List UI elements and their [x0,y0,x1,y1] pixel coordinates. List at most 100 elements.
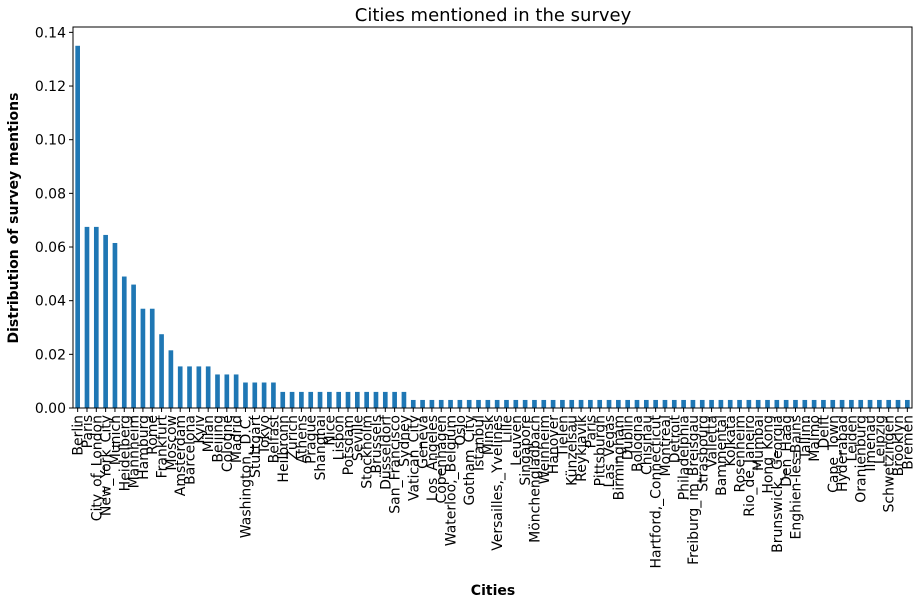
x-axis-label: Cities [471,583,515,599]
bar [513,399,519,408]
x-tick-label: Bologna [630,415,646,472]
y-tick-label: 0.14 [35,25,66,41]
x-tick-label: Philadelphia [677,415,693,500]
x-tick-label: Gotham_City [462,415,478,505]
x-tick-label: Milan [201,415,217,452]
bar [793,399,798,408]
bar [616,399,621,408]
x-tick-label: Mumbai [751,415,767,471]
bar [299,391,304,408]
bar [811,399,817,408]
bar [457,399,463,408]
x-tick-label: Singapore [518,415,534,486]
bar [327,391,332,408]
bar [905,399,910,408]
x-tick-label: Leipzig [872,415,888,464]
bar [690,399,696,408]
y-tick-label: 0.06 [35,240,66,256]
x-tick-label: Munich [108,415,124,465]
bar [709,399,714,408]
x-tick-label: Rosenheim [733,415,749,492]
bar [671,399,677,408]
x-tick-label: Versailles,_Yvelines [490,415,506,551]
bar [560,399,565,408]
x-tick-label: Strasbourg [695,415,711,492]
x-tick-label: Reykjavík [574,414,590,482]
bar [755,399,761,408]
x-tick-label: Leuven [509,415,525,466]
y-tick-label: 0.10 [35,133,66,149]
bar [895,399,901,408]
bar [699,399,705,408]
x-tick-label: Amsterdam [173,415,189,496]
x-tick-label: Cape_Town [826,415,842,493]
x-tick-label: Sydney [397,415,413,467]
x-tick-label: San_Francisco [388,415,404,514]
bar [401,391,407,408]
plot-frame [72,26,913,409]
bar [224,374,230,408]
bar [187,366,192,408]
x-tick-label: Mönchengladbach [527,415,543,543]
x-tick-label: Bremen [900,415,916,470]
x-tick-label: Tokyo [257,415,273,455]
x-tick-label: Freiburg_im_Breisgau [686,415,702,565]
x-tick-label: Los_Angeles [425,415,441,501]
bar [839,399,845,408]
x-tick-label: Lisbon [332,415,348,460]
x-tick-label: Seville [350,415,366,461]
bar [112,242,118,408]
x-tick-label: Moscow [164,415,180,471]
x-tick-label: Nice [322,415,338,446]
bar [737,399,742,408]
bar [569,399,575,408]
y-tick-label: 0.02 [35,347,66,363]
x-tick-label: Bammental [714,415,730,496]
x-tick-label: Heidelberg [117,415,133,491]
bar [681,399,686,408]
bar [774,399,780,408]
bar [504,399,509,408]
bar [494,399,500,408]
x-tick-label: Kyiv [192,415,208,444]
x-tick-label: Rio_de_Janeiro [742,415,758,517]
x-tick-label: Minsk [481,414,497,455]
bar [140,308,146,408]
bar [476,399,481,408]
bar [410,399,416,408]
x-tick-label: Frankfurt [155,414,171,478]
x-tick-label: Shanghai [313,415,329,480]
bar [662,399,668,408]
bar [597,399,603,408]
x-tick-label: Kolkata [723,415,739,466]
x-tick-label: Oslo [453,415,469,446]
x-tick-label: Ilmenau [863,415,879,472]
x-tick-label: Tallinn [798,415,814,460]
bar [168,350,174,408]
bar [215,374,220,408]
x-tick-label: Leiden [844,415,860,461]
chart-title: Cities mentioned in the survey [355,5,632,26]
x-tick-label: Hanover [546,415,562,474]
bar [392,391,397,408]
x-tick-label: Hyderabad [835,415,851,492]
x-tick-label: Detroit [667,414,683,463]
bar [765,399,770,408]
y-tick-label: 0.04 [35,294,66,310]
y-tick-label: 0.00 [35,401,66,417]
x-tick-label: Delft [816,415,832,449]
x-tick-label: Waterloo,_Belgium [444,415,460,546]
bar [802,399,808,408]
x-tick-label: Valletta [705,415,721,468]
bar [727,399,733,408]
bar [634,399,640,408]
bar [532,399,537,408]
x-tick-label: Brooklyn [891,415,907,476]
bar [550,399,556,408]
bar [373,391,379,408]
bar [849,399,854,408]
bar [886,399,892,408]
x-tick-label: Belfast [266,414,282,463]
bars-group [75,45,910,409]
